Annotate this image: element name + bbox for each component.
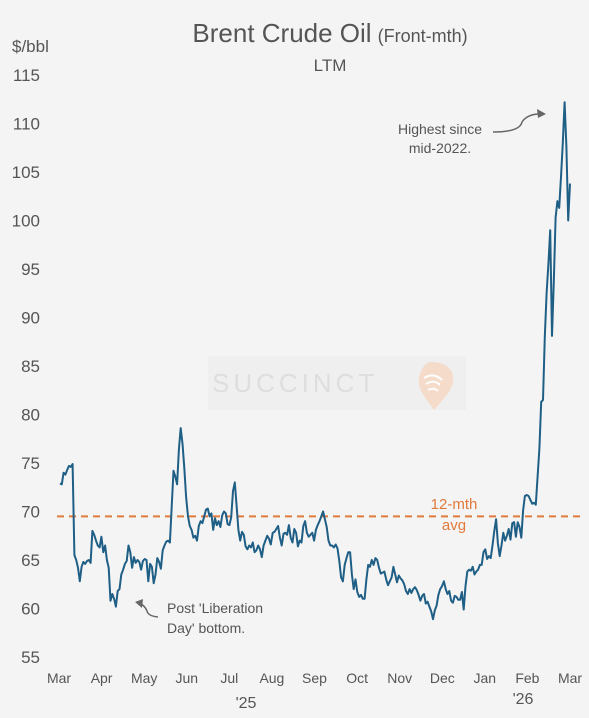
annotation-high-line2: mid-2022. (409, 140, 471, 156)
watermark-text: SUCCINCT (212, 368, 378, 398)
x-tick-label: Oct (346, 670, 368, 686)
y-tick-label: 60 (21, 600, 40, 619)
year-label-2025: '25 (236, 695, 257, 712)
chart-title: Brent Crude Oil (Front-mth) (192, 18, 467, 48)
y-tick-label: 110 (13, 115, 40, 134)
y-tick-label: 80 (21, 406, 40, 425)
x-tick-label: Jan (474, 670, 497, 686)
annotation-low-line1: Post 'Liberation (167, 600, 263, 616)
y-tick-label: 65 (21, 551, 40, 570)
annotation-high-line1: Highest since (398, 121, 482, 137)
y-axis-unit-label: $/bbl (12, 37, 49, 56)
annotation-high-arrowhead (537, 109, 546, 118)
y-tick-label: 85 (21, 357, 40, 376)
watermark: SUCCINCT (208, 356, 466, 410)
x-tick-label: Mar (558, 670, 582, 686)
x-tick-label: Jul (220, 670, 238, 686)
x-tick-label: Dec (430, 670, 455, 686)
chart-title-suffix: (Front-mth) (378, 26, 468, 46)
x-tick-label: Aug (259, 670, 284, 686)
x-tick-label: May (131, 670, 157, 686)
x-axis-ticks: Mar Apr May Jun Jul Aug Sep Oct Nov Dec Jan Feb Mar (47, 670, 582, 686)
x-tick-label: Nov (387, 670, 412, 686)
x-tick-label: Apr (91, 670, 113, 686)
x-tick-label: Mar (47, 670, 71, 686)
y-tick-label: 105 (12, 163, 40, 182)
brent-price-line (59, 101, 571, 621)
y-tick-label: 90 (21, 309, 40, 328)
y-tick-label: 55 (21, 648, 40, 667)
y-tick-label: 115 (13, 66, 40, 85)
y-tick-label: 75 (21, 454, 40, 473)
x-tick-label: Feb (515, 670, 539, 686)
avg-label-line2: avg (442, 517, 466, 534)
x-tick-label: Jun (176, 670, 199, 686)
year-label-2026: '26 (513, 691, 534, 708)
annotation-low-arrowhead (135, 599, 143, 608)
y-tick-label: 95 (21, 260, 40, 279)
y-tick-label: 100 (12, 212, 40, 231)
watermark-logo-icon (418, 362, 454, 410)
y-tick-label: 70 (21, 503, 40, 522)
avg-label-line1: 12-mth (431, 496, 478, 513)
x-tick-label: Sep (302, 670, 327, 686)
y-axis-ticks: 55 60 65 70 75 80 85 90 95 100 105 110 115 (12, 66, 40, 667)
chart-title-main: Brent Crude Oil (192, 18, 371, 48)
annotation-high-arrow (492, 113, 545, 133)
annotation-low-line2: Day' bottom. (167, 620, 245, 636)
chart-subtitle: LTM (314, 56, 347, 75)
